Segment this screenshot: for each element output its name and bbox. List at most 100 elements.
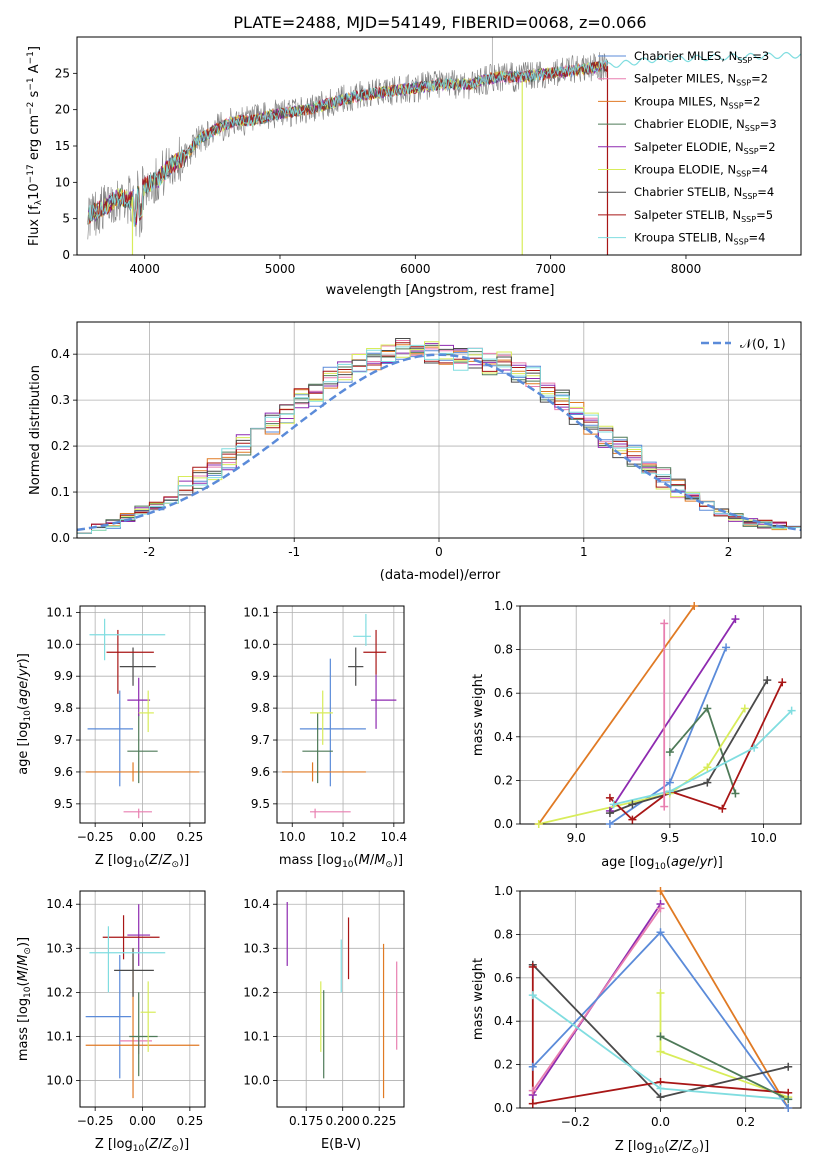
y-tick-label: 10.0 (46, 637, 73, 651)
x-tick-label: 10.0 (750, 831, 777, 845)
weight-line-salpeter_elodie (609, 618, 737, 812)
legend-label-kroupa_miles: Kroupa MILES, NSSP=2 (634, 94, 760, 110)
weight-vs-Z-ylabel: mass weight (471, 958, 486, 1040)
y-tick-label: 9.5 (54, 797, 73, 811)
weight-line-chabrier_stelib (609, 679, 769, 814)
figure-title: PLATE=2488, MJD=54149, FIBERID=0068, z=0… (233, 13, 646, 32)
plot-area (77, 338, 801, 538)
y-tick-label: 10.1 (46, 1029, 73, 1043)
legend-label-chabrier_stelib: Chabrier STELIB, NSSP=4 (634, 185, 774, 201)
x-tick-label: 7000 (535, 262, 566, 276)
y-tick-label: 9.8 (54, 701, 73, 715)
weight-line-kroupa_miles (537, 606, 695, 824)
residuals-ylabel: Normed distribution (28, 365, 43, 495)
spectrum-panel: 4000 5000 6000 7000 8000 0 5 10 15 20 25 Chabrier M… (55, 36, 802, 276)
y-tick-label: 5 (62, 212, 70, 226)
x-tick-label: 10.2 (330, 830, 357, 844)
mass-vs-ebv-panel: 0.175 0.200 0.225 10.0 10.1 10.2 10.3 10.4 (243, 890, 405, 1128)
y-tick-label: 15 (55, 139, 70, 153)
model-spectrum-line-kroupa_elodie (87, 61, 608, 225)
y-tick-label: 10.0 (46, 1074, 73, 1088)
y-tick-label: 10.1 (46, 605, 73, 619)
x-tick-label: 0.00 (129, 1114, 156, 1128)
x-tick-label: 0.25 (176, 830, 203, 844)
age-vs-Z-panel: −0.25 0.00 0.25 9.5 9.6 9.7 9.8 9.9 10.0 10.1 (46, 605, 206, 844)
y-tick-label: 10.4 (46, 897, 73, 911)
age-vs-mass-panel: 10.0 10.2 10.4 9.5 9.6 9.7 9.8 9.9 10.0 10.1 (243, 605, 407, 844)
legend-label-kroupa_stelib: Kroupa STELIB, NSSP=4 (634, 231, 765, 247)
weight-vs-age-xlabel: age [log10(age/yr)] (601, 855, 723, 872)
y-tick-label: 10.1 (243, 1029, 270, 1043)
y-tick-label: 10.4 (243, 897, 270, 911)
model-red-tail-line (607, 51, 801, 68)
y-tick-label: 20 (55, 103, 70, 117)
age-vs-mass-xlabel: mass [log10(M/M⊙)] (279, 853, 403, 870)
residuals-xlabel: (data-model)/error (380, 568, 501, 583)
x-tick-label: 10.0 (279, 830, 306, 844)
y-tick-label: 9.6 (54, 765, 73, 779)
y-tick-label: 0.8 (494, 643, 513, 657)
y-tick-label: 0.0 (51, 531, 70, 545)
x-tick-label: 4000 (129, 262, 160, 276)
weight-line-kroupa_stelib (613, 709, 793, 806)
axes-frame (519, 605, 802, 825)
x-tick-label: 0.25 (176, 1114, 203, 1128)
model-spectrum-line-salpeter_miles (87, 60, 608, 226)
age-vs-Z-xlabel: Z [log10(Z/Z⊙)] (95, 853, 189, 870)
y-tick-label: 0.4 (494, 730, 513, 744)
legend-label-kroupa_elodie: Kroupa ELODIE, NSSP=4 (634, 163, 768, 179)
legend-label-salpeter_miles: Salpeter MILES, NSSP=2 (634, 72, 768, 88)
histogram-salpeter_stelib (77, 342, 801, 538)
y-tick-label: 9.9 (54, 669, 73, 683)
weight-line-kroupa_elodie (538, 708, 746, 824)
y-tick-label: 0.6 (494, 686, 513, 700)
x-tick-label: 8000 (671, 262, 702, 276)
plot-area (85, 618, 200, 819)
weight-vs-Z-xlabel: Z [log10(Z/Z⊙)] (615, 1139, 709, 1156)
weight-vs-age-ylabel: mass weight (471, 674, 486, 756)
plot-area (537, 606, 793, 824)
y-tick-label: 25 (55, 66, 70, 80)
weight-line-chabrier_miles (609, 647, 727, 824)
spectrum-ylabel: Flux [fλ10−17 erg cm−2 s−1 A−1] (26, 46, 44, 246)
y-tick-label: 0.4 (494, 1014, 513, 1028)
x-tick-label: −0.25 (77, 830, 114, 844)
x-tick-label: 5000 (265, 262, 296, 276)
legend-label-chabrier_miles: Chabrier MILES, NSSP=3 (634, 49, 769, 65)
mass-vs-Z-ylabel: mass [log10(M/M⊙)] (16, 937, 33, 1061)
plot-area (286, 902, 398, 1099)
weight-vs-age-panel: 9.0 9.5 10.0 0.0 0.2 0.4 0.6 0.8 1.0 (494, 599, 802, 845)
y-tick-label: 10.3 (243, 941, 270, 955)
model-spectrum-line-salpeter_stelib (87, 61, 608, 225)
x-tick-label: 9.0 (567, 831, 586, 845)
x-tick-label: 0.00 (129, 830, 156, 844)
model-spectrum-line-chabrier_miles (87, 61, 608, 227)
x-tick-label: -2 (143, 545, 155, 559)
plot-area (87, 37, 801, 255)
model-spectrum-line-kroupa_stelib (87, 59, 608, 227)
y-tick-label: 0.2 (494, 773, 513, 787)
weight-vs-Z-panel: −0.2 0.0 0.2 0.0 0.2 0.4 0.6 0.8 1.0 (494, 884, 802, 1129)
legend-label-chabrier_elodie: Chabrier ELODIE, NSSP=3 (634, 117, 777, 133)
y-tick-label: 10.3 (46, 941, 73, 955)
y-tick-label: 0.8 (494, 927, 513, 941)
x-tick-label: 0.200 (326, 1114, 360, 1128)
x-tick-label: 0.0 (651, 1115, 670, 1129)
y-tick-label: 9.9 (251, 669, 270, 683)
y-tick-label: 0.3 (51, 393, 70, 407)
y-tick-label: 0 (62, 248, 70, 262)
axes-frame (276, 605, 405, 824)
x-tick-label: 6000 (400, 262, 431, 276)
mass-vs-ebv-xlabel: E(B-V) (321, 1137, 361, 1152)
x-tick-label: −0.25 (77, 1114, 114, 1128)
y-tick-label: 1.0 (494, 599, 513, 613)
x-tick-label: 2 (725, 545, 733, 559)
x-tick-label: 1 (580, 545, 588, 559)
y-tick-label: 9.6 (251, 765, 270, 779)
y-tick-label: 0.6 (494, 971, 513, 985)
x-tick-label: 0.175 (289, 1114, 323, 1128)
y-tick-label: 9.7 (251, 733, 270, 747)
y-tick-label: 0.4 (51, 347, 70, 361)
model-spectrum-line-chabrier_elodie (87, 61, 608, 225)
